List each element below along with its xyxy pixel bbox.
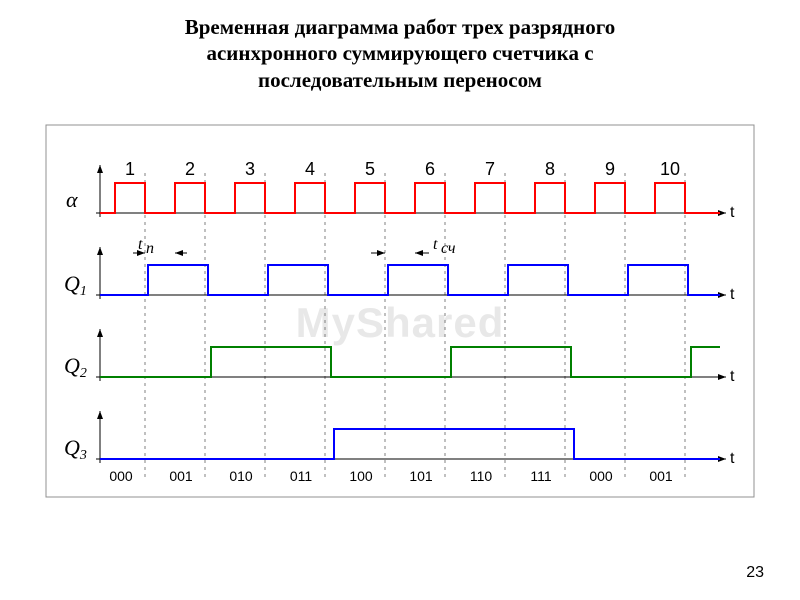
svg-text:111: 111	[530, 468, 551, 484]
svg-text:n: n	[146, 240, 154, 257]
page-number: 23	[746, 564, 764, 582]
svg-text:000: 000	[109, 468, 133, 484]
svg-text:7: 7	[485, 159, 495, 179]
svg-text:5: 5	[365, 159, 375, 179]
svg-text:10: 10	[660, 159, 680, 179]
svg-text:101: 101	[409, 468, 433, 484]
title-line-1: Временная диаграмма работ трех разрядног…	[60, 14, 740, 40]
svg-text:3: 3	[245, 159, 255, 179]
svg-text:t: t	[730, 286, 735, 303]
svg-text:t: t	[433, 236, 438, 253]
svg-text:100: 100	[349, 468, 373, 484]
svg-text:Q3: Q3	[64, 435, 87, 463]
svg-text:1: 1	[125, 159, 135, 179]
svg-text:110: 110	[470, 468, 493, 484]
svg-text:001: 001	[169, 468, 193, 484]
title-line-2: асинхронного суммирующего счетчика с	[60, 40, 740, 66]
svg-text:9: 9	[605, 159, 615, 179]
timing-svg: tαtQ1tQ2tQ312345678910tntсч0000010100111…	[40, 123, 760, 499]
diagram-title: Временная диаграмма работ трех разрядног…	[0, 0, 800, 93]
svg-text:t: t	[730, 450, 735, 467]
svg-text:α: α	[66, 187, 78, 212]
svg-text:t: t	[730, 368, 735, 385]
svg-text:2: 2	[185, 159, 195, 179]
svg-text:8: 8	[545, 159, 555, 179]
title-line-3: последовательным переносом	[60, 67, 740, 93]
svg-text:t: t	[730, 204, 735, 221]
svg-text:Q2: Q2	[64, 353, 87, 381]
svg-text:000: 000	[589, 468, 613, 484]
svg-text:4: 4	[305, 159, 315, 179]
svg-text:010: 010	[229, 468, 253, 484]
svg-text:Q1: Q1	[64, 271, 87, 299]
svg-text:001: 001	[649, 468, 673, 484]
svg-text:t: t	[138, 236, 143, 253]
svg-text:сч: сч	[441, 240, 456, 257]
svg-text:6: 6	[425, 159, 435, 179]
timing-diagram: tαtQ1tQ2tQ312345678910tntсч0000010100111…	[40, 123, 760, 523]
svg-text:011: 011	[290, 468, 313, 484]
